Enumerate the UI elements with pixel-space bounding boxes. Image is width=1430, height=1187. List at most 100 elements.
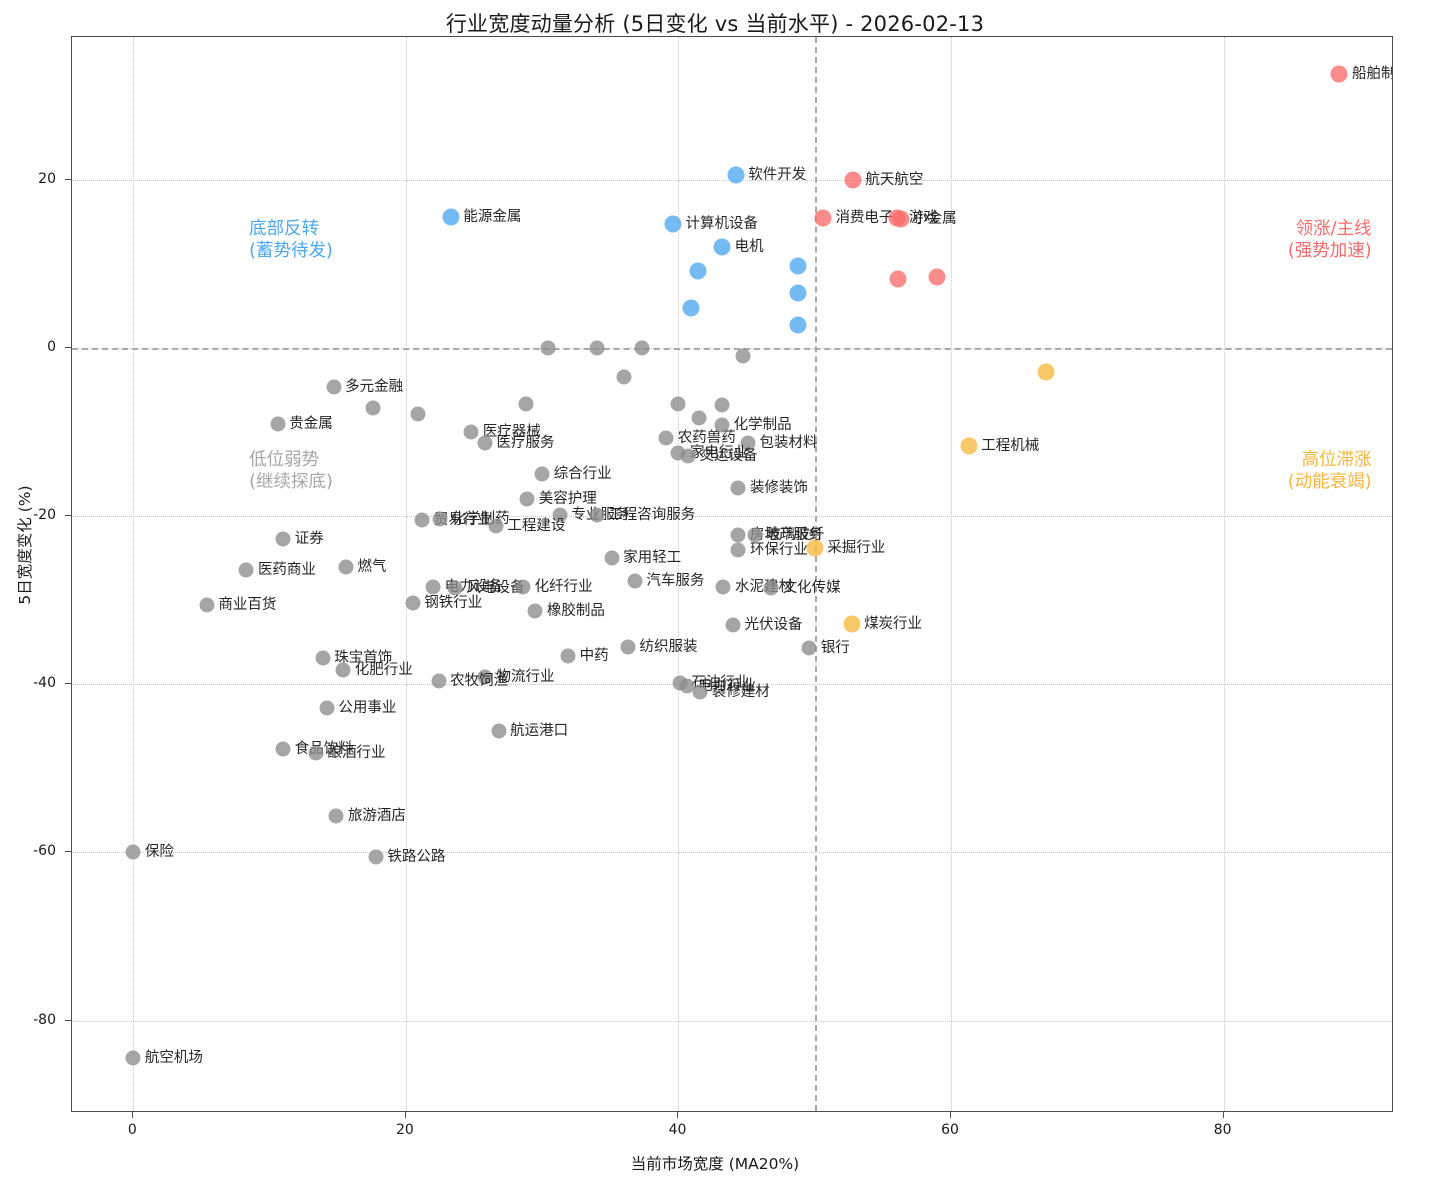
scatter-point[interactable] (691, 410, 707, 426)
gridline-vertical (405, 37, 407, 1111)
scatter-point[interactable] (735, 348, 751, 364)
scatter-point[interactable] (491, 723, 507, 739)
y-tick-mark (65, 1019, 71, 1021)
scatter-point[interactable] (338, 559, 354, 575)
scatter-point[interactable] (627, 573, 643, 589)
y-tick-mark (65, 851, 71, 853)
x-tick-mark (132, 1112, 134, 1118)
scatter-point[interactable] (534, 466, 550, 482)
scatter-point[interactable] (477, 435, 493, 451)
scatter-point-label: 铁路公路 (387, 849, 446, 866)
scatter-point[interactable] (365, 400, 381, 416)
scatter-point[interactable] (519, 491, 535, 507)
scatter-point[interactable] (270, 416, 286, 432)
scatter-point[interactable] (892, 210, 910, 228)
scatter-point[interactable] (447, 580, 463, 596)
gridline-horizontal (72, 516, 1392, 518)
annotation-line-2: (继续探底) (249, 472, 333, 493)
scatter-point[interactable] (1330, 65, 1348, 83)
scatter-point[interactable] (527, 603, 543, 619)
scatter-point[interactable] (620, 639, 636, 655)
scatter-point[interactable] (319, 700, 335, 716)
scatter-point[interactable] (335, 662, 351, 678)
scatter-point[interactable] (801, 640, 817, 656)
scatter-point-label: 家电行业 (689, 444, 748, 461)
scatter-point[interactable] (763, 580, 779, 596)
scatter-point[interactable] (432, 511, 448, 527)
scatter-point[interactable] (488, 518, 504, 534)
scatter-point[interactable] (604, 550, 620, 566)
scatter-point-label: 汽车服务 (646, 572, 705, 589)
scatter-point[interactable] (664, 215, 682, 233)
scatter-point-label: 医药商业 (257, 561, 316, 578)
scatter-point[interactable] (789, 316, 807, 334)
scatter-point[interactable] (238, 562, 254, 578)
scatter-point-label: 医疗器械 (482, 423, 541, 440)
scatter-point[interactable] (714, 397, 730, 413)
scatter-point[interactable] (730, 542, 746, 558)
x-tick-label: 40 (668, 1122, 687, 1138)
scatter-point[interactable] (540, 340, 556, 356)
scatter-point[interactable] (315, 650, 331, 666)
scatter-point[interactable] (414, 512, 430, 528)
scatter-point[interactable] (658, 430, 674, 446)
scatter-point[interactable] (789, 257, 807, 275)
scatter-point[interactable] (727, 166, 745, 184)
quadrant-annotation-q-reversal: 底部反转 (蓄势待发) (249, 218, 333, 263)
scatter-point[interactable] (740, 435, 756, 451)
scatter-point[interactable] (442, 208, 460, 226)
scatter-point[interactable] (125, 1050, 141, 1066)
gridline-vertical (951, 37, 953, 1111)
scatter-point-label: 电机 (734, 238, 764, 255)
scatter-point[interactable] (1037, 363, 1055, 381)
scatter-point[interactable] (616, 369, 632, 385)
scatter-point[interactable] (806, 539, 824, 557)
scatter-point[interactable] (928, 268, 946, 286)
scatter-point-label: 煤炭行业 (864, 615, 923, 632)
scatter-point[interactable] (889, 270, 907, 288)
scatter-point[interactable] (410, 406, 426, 422)
scatter-point[interactable] (713, 238, 731, 256)
scatter-point[interactable] (326, 379, 342, 395)
scatter-point[interactable] (477, 669, 493, 685)
scatter-point[interactable] (670, 396, 686, 411)
annotation-line-1: 高位滞涨 (1301, 449, 1372, 470)
scatter-point[interactable] (275, 531, 291, 547)
scatter-point[interactable] (844, 171, 862, 189)
scatter-point[interactable] (634, 340, 650, 356)
scatter-point[interactable] (715, 579, 731, 595)
scatter-point[interactable] (730, 480, 746, 496)
scatter-point[interactable] (125, 844, 141, 860)
scatter-point[interactable] (589, 340, 605, 356)
scatter-point[interactable] (328, 808, 344, 824)
scatter-point[interactable] (725, 617, 741, 633)
scatter-point[interactable] (275, 741, 291, 757)
scatter-point[interactable] (960, 437, 978, 455)
scatter-point[interactable] (368, 849, 384, 865)
scatter-point[interactable] (730, 527, 746, 543)
scatter-point[interactable] (679, 678, 695, 694)
scatter-point-label: 航运港口 (510, 723, 569, 740)
scatter-point[interactable] (843, 615, 861, 633)
scatter-point[interactable] (589, 507, 605, 523)
x-tick-mark (1222, 1112, 1224, 1118)
scatter-point[interactable] (463, 424, 479, 440)
scatter-point[interactable] (308, 745, 324, 761)
scatter-point[interactable] (689, 262, 707, 280)
scatter-point[interactable] (560, 648, 576, 664)
scatter-point[interactable] (692, 684, 708, 700)
scatter-point[interactable] (425, 579, 441, 595)
scatter-point[interactable] (405, 595, 421, 611)
scatter-point[interactable] (552, 507, 568, 523)
scatter-point[interactable] (680, 448, 696, 464)
scatter-point[interactable] (431, 673, 447, 689)
scatter-point[interactable] (714, 417, 730, 433)
scatter-point[interactable] (747, 527, 763, 543)
scatter-point[interactable] (789, 284, 807, 302)
scatter-point[interactable] (515, 579, 531, 595)
scatter-point[interactable] (814, 209, 832, 227)
scatter-point[interactable] (518, 396, 534, 412)
scatter-point[interactable] (199, 597, 215, 613)
scatter-point-label: 贸易行业 (433, 511, 492, 528)
scatter-point[interactable] (682, 299, 700, 317)
